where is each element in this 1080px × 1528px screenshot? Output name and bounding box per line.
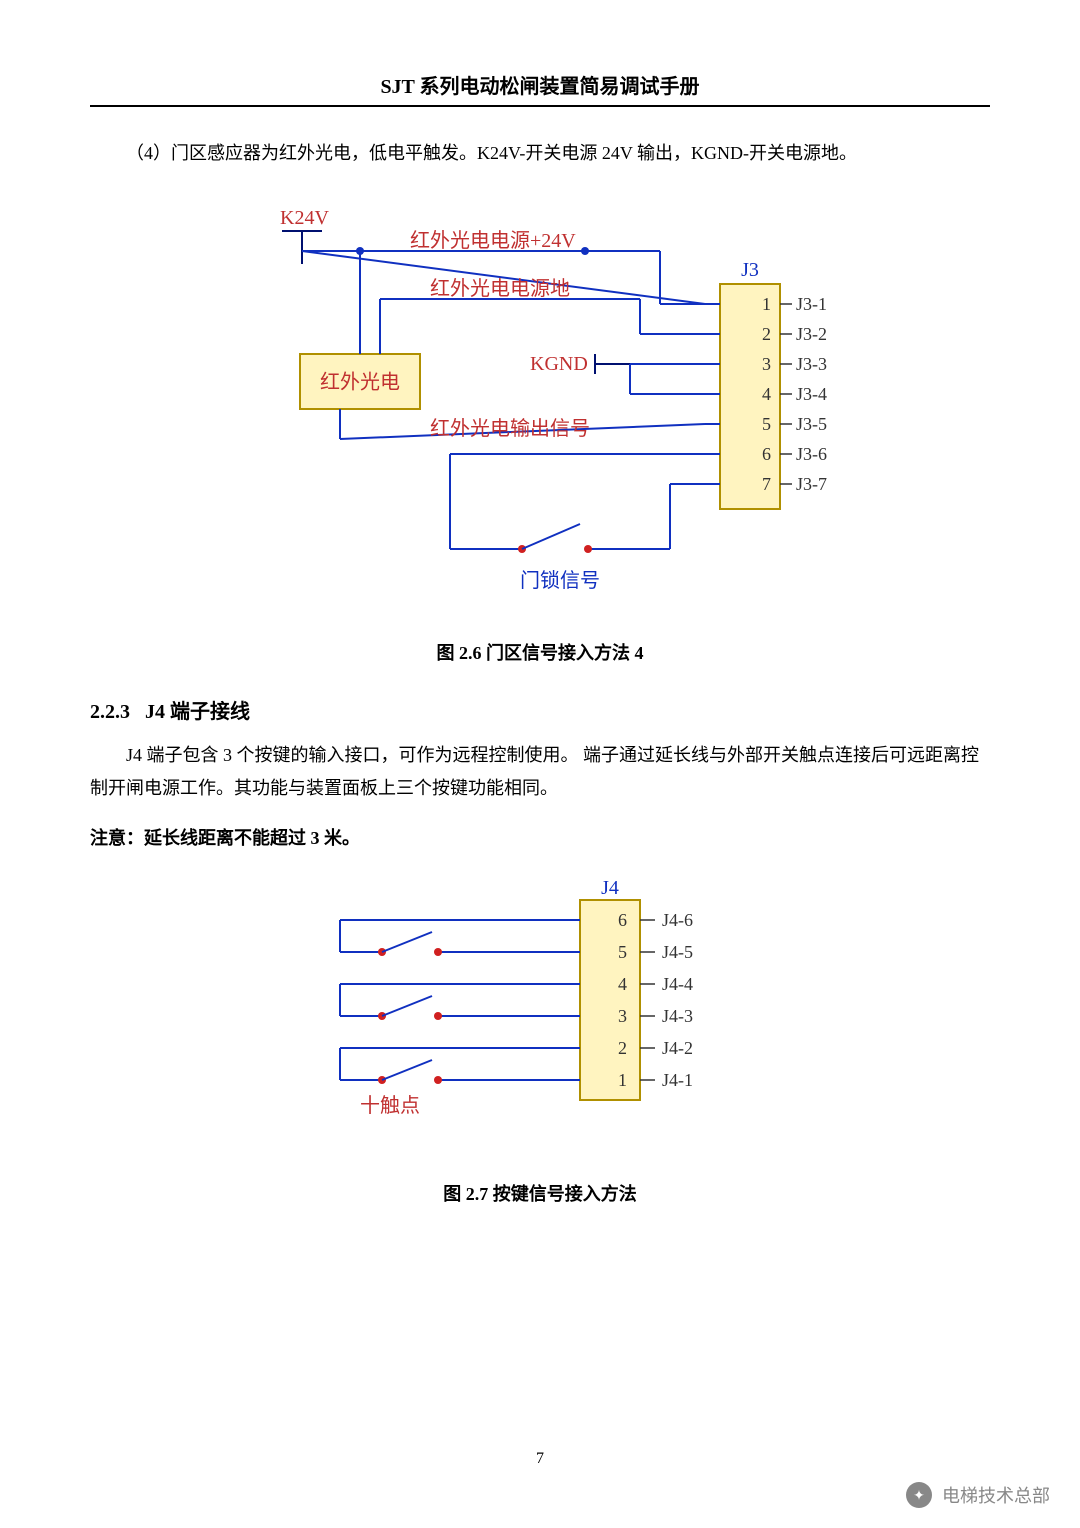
svg-text:7: 7: [762, 474, 771, 494]
svg-text:J4-4: J4-4: [662, 974, 693, 994]
paragraph-1: （4）门区感应器为红外光电，低电平触发。K24V-开关电源 24V 输出，KGN…: [90, 137, 990, 169]
section-num: 2.2.3: [90, 701, 130, 723]
svg-text:1: 1: [618, 1070, 627, 1090]
svg-text:红外光电输出信号: 红外光电输出信号: [430, 417, 590, 440]
svg-text:6: 6: [618, 910, 627, 930]
svg-text:J4: J4: [601, 877, 619, 899]
svg-text:2: 2: [762, 324, 771, 344]
page-number: 7: [0, 1450, 1080, 1468]
page-header-title: SJT 系列电动松闸装置简易调试手册: [90, 70, 990, 99]
svg-text:5: 5: [762, 414, 771, 434]
svg-text:J4-3: J4-3: [662, 1006, 693, 1026]
paragraph-2: J4 端子包含 3 个按键的输入接口，可作为远程控制使用。 端子通过延长线与外部…: [90, 739, 990, 804]
svg-text:J3-4: J3-4: [796, 384, 827, 404]
svg-text:5: 5: [618, 942, 627, 962]
svg-text:J3-6: J3-6: [796, 444, 827, 464]
svg-text:4: 4: [762, 384, 771, 404]
diagram-1: J31 J3-1 2 J3-2 3 J3-3 4 J3-4 5 J3-5 6 J3-6 7 J3-7 K24…: [190, 189, 890, 609]
svg-text:J3-2: J3-2: [796, 324, 827, 344]
diagram-1-svg: J31 J3-1 2 J3-2 3 J3-3 4 J3-4 5 J3-5 6 J3-6 7 J3-7 K24…: [190, 189, 890, 609]
caption-1: 图 2.6 门区信号接入方法 4: [90, 639, 990, 665]
page-container: SJT 系列电动松闸装置简易调试手册 （4）门区感应器为红外光电，低电平触发。K…: [0, 0, 1080, 1528]
svg-text:红外光电: 红外光电: [320, 371, 400, 394]
svg-text:J3: J3: [741, 259, 759, 281]
note-text: 注意：延长线距离不能超过 3 米。: [90, 824, 990, 850]
svg-text:3: 3: [762, 354, 771, 374]
svg-text:红外光电电源+24V: 红外光电电源+24V: [410, 229, 576, 252]
watermark: ✦ 电梯技术总部: [906, 1482, 1050, 1508]
svg-text:J3-3: J3-3: [796, 354, 827, 374]
watermark-text: 电梯技术总部: [942, 1482, 1050, 1508]
svg-text:J4-5: J4-5: [662, 942, 693, 962]
svg-text:J3-1: J3-1: [796, 294, 827, 314]
svg-text:4: 4: [618, 974, 627, 994]
svg-text:K24V: K24V: [280, 207, 329, 229]
svg-text:十触点: 十触点: [360, 1094, 420, 1117]
svg-text:J4-1: J4-1: [662, 1070, 693, 1090]
svg-text:6: 6: [762, 444, 771, 464]
header-divider: [90, 105, 990, 107]
svg-text:1: 1: [762, 294, 771, 314]
svg-text:3: 3: [618, 1006, 627, 1026]
svg-text:J3-7: J3-7: [796, 474, 827, 494]
svg-text:门锁信号: 门锁信号: [520, 569, 600, 592]
svg-text:J4-2: J4-2: [662, 1038, 693, 1058]
svg-text:J4-6: J4-6: [662, 910, 693, 930]
svg-text:红外光电电源地: 红外光电电源地: [430, 277, 570, 300]
caption-2: 图 2.7 按键信号接入方法: [90, 1180, 990, 1206]
svg-text:KGND: KGND: [530, 353, 588, 375]
svg-text:J3-5: J3-5: [796, 414, 827, 434]
wechat-icon: ✦: [906, 1482, 932, 1508]
svg-text:2: 2: [618, 1038, 627, 1058]
section-heading: 2.2.3 J4 端子接线: [90, 695, 990, 724]
diagram-2-svg: J4 6 J4-6 5 J4-5 4 J4-4 3 J4-3 2 J4-2 1 J4-1 十触点: [280, 870, 800, 1150]
diagram-2: J4 6 J4-6 5 J4-5 4 J4-4 3 J4-3 2 J4-2 1 J4-1 十触点: [280, 870, 800, 1150]
section-title-text: J4 端子接线: [145, 701, 250, 723]
